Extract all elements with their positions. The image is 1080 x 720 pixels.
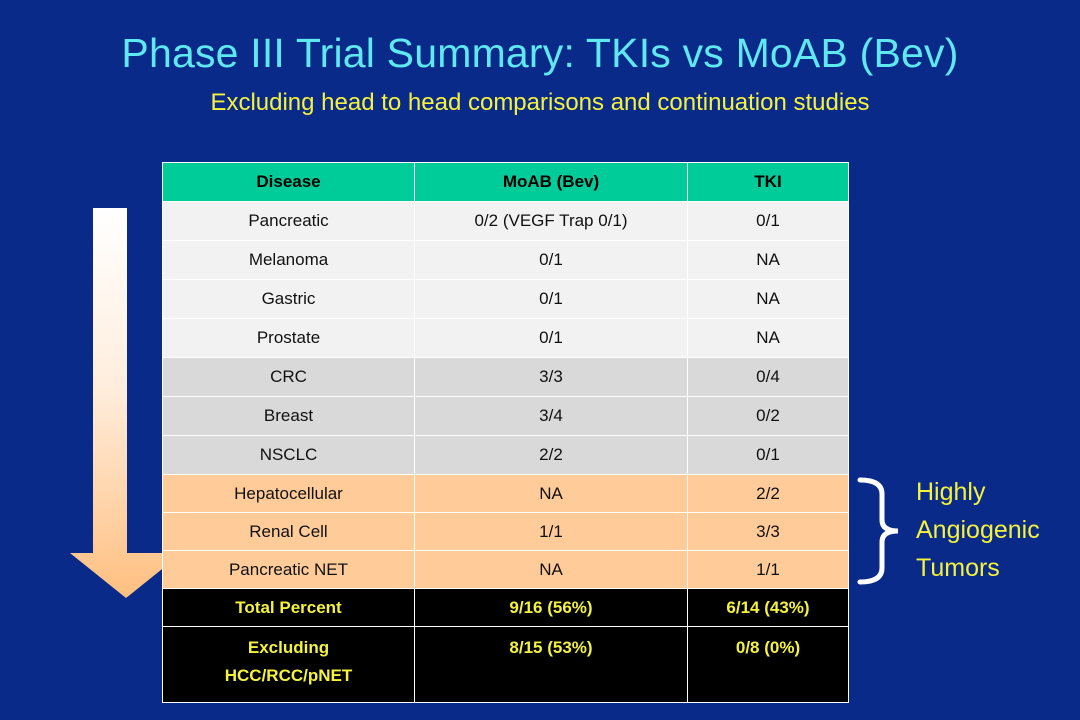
excluding-label: Excluding HCC/RCC/pNET [162, 626, 415, 703]
cell-moab: 0/1 [414, 240, 688, 280]
table-row: Pancreatic 0/2 (VEGF Trap 0/1) 0/1 [162, 201, 849, 241]
table-row: Prostate 0/1 NA [162, 318, 849, 358]
table-row: Gastric 0/1 NA [162, 279, 849, 319]
cell-disease: Melanoma [162, 240, 415, 280]
cell-tki: 0/1 [687, 201, 849, 241]
excluding-tki: 0/8 (0%) [687, 626, 849, 703]
cell-moab: 2/2 [414, 435, 688, 475]
right-brace-graphic [857, 477, 899, 585]
table-row: Melanoma 0/1 NA [162, 240, 849, 280]
annotation-line2: Angiogenic [916, 516, 1040, 544]
down-arrow-graphic [70, 208, 182, 598]
cell-tki: 0/4 [687, 357, 849, 397]
cell-tki: 2/2 [687, 474, 849, 513]
header-moab: MoAB (Bev) [414, 162, 688, 202]
cell-tki: 3/3 [687, 512, 849, 551]
header-disease: Disease [162, 162, 415, 202]
excluding-row: Excluding HCC/RCC/pNET 8/15 (53%) 0/8 (0… [162, 626, 849, 703]
excluding-moab: 8/15 (53%) [414, 626, 688, 703]
annotation-line3: Tumors [916, 554, 1000, 582]
table-row: Breast 3/4 0/2 [162, 396, 849, 436]
slide-title: Phase III Trial Summary: TKIs vs MoAB (B… [121, 30, 959, 76]
excluding-label-line2: HCC/RCC/pNET [224, 666, 353, 685]
cell-disease: Hepatocellular [162, 474, 415, 513]
cell-tki: 0/2 [687, 396, 849, 436]
cell-moab: 0/2 (VEGF Trap 0/1) [414, 201, 688, 241]
cell-moab: NA [414, 550, 688, 589]
cell-disease: Prostate [162, 318, 415, 358]
annotation-line1: Highly [916, 478, 986, 506]
total-row: Total Percent 9/16 (56%) 6/14 (43%) [162, 588, 849, 627]
cell-moab: 0/1 [414, 279, 688, 319]
cell-moab: NA [414, 474, 688, 513]
cell-tki: NA [687, 318, 849, 358]
cell-moab: 0/1 [414, 318, 688, 358]
total-tki: 6/14 (43%) [687, 588, 849, 627]
cell-tki: NA [687, 279, 849, 319]
cell-moab: 3/4 [414, 396, 688, 436]
cell-tki: NA [687, 240, 849, 280]
cell-disease: Gastric [162, 279, 415, 319]
cell-moab: 1/1 [414, 512, 688, 551]
table-row: Renal Cell 1/1 3/3 [162, 512, 849, 551]
cell-moab: 3/3 [414, 357, 688, 397]
excluding-label-line1: Excluding [247, 638, 330, 657]
table-body: Pancreatic 0/2 (VEGF Trap 0/1) 0/1 Melan… [162, 201, 849, 703]
slide-subtitle: Excluding head to head comparisons and c… [210, 89, 870, 116]
header-tki: TKI [687, 162, 849, 202]
total-label: Total Percent [162, 588, 415, 627]
total-moab: 9/16 (56%) [414, 588, 688, 627]
table-row: Hepatocellular NA 2/2 [162, 474, 849, 513]
table-row: Pancreatic NET NA 1/1 [162, 550, 849, 589]
cell-disease: Renal Cell [162, 512, 415, 551]
cell-disease: Pancreatic NET [162, 550, 415, 589]
table-header-row: Disease MoAB (Bev) TKI [162, 162, 849, 202]
table-row: NSCLC 2/2 0/1 [162, 435, 849, 475]
cell-disease: CRC [162, 357, 415, 397]
trial-summary-table: Disease MoAB (Bev) TKI Pancreatic 0/2 (V… [162, 162, 849, 703]
cell-tki: 1/1 [687, 550, 849, 589]
cell-disease: NSCLC [162, 435, 415, 475]
table-row: CRC 3/3 0/4 [162, 357, 849, 397]
cell-disease: Breast [162, 396, 415, 436]
cell-tki: 0/1 [687, 435, 849, 475]
cell-disease: Pancreatic [162, 201, 415, 241]
highly-angiogenic-label: Highly Angiogenic Tumors [916, 473, 1076, 587]
